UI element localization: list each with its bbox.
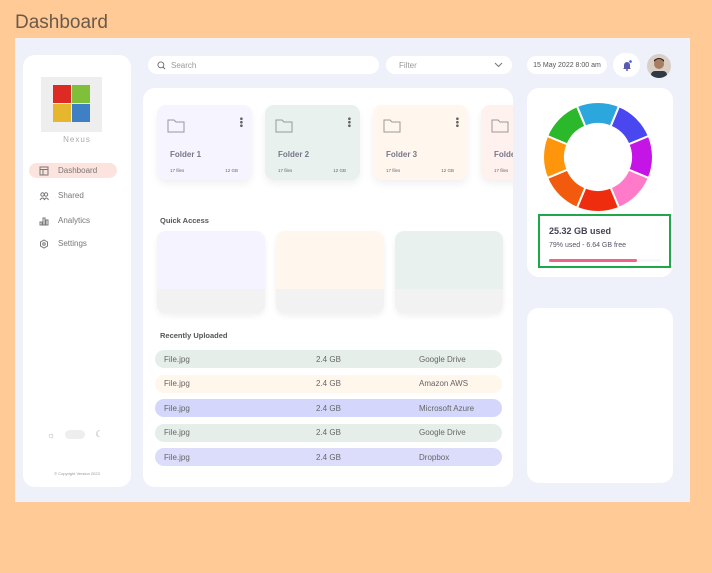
- quick-access-item[interactable]: [157, 231, 265, 313]
- search-placeholder: Search: [171, 60, 197, 70]
- main-panel: ••• Folder 1 17 files 12 GB ••• Folder 2…: [143, 88, 513, 487]
- folder-card[interactable]: ••• Folder 1 17 files 12 GB: [157, 105, 252, 180]
- file-source: Google Drive: [419, 354, 466, 364]
- recent-title: Recently Uploaded: [160, 331, 228, 340]
- moon-icon[interactable]: ☾: [95, 429, 104, 439]
- file-source: Dropbox: [419, 452, 450, 462]
- quick-access-item[interactable]: [395, 231, 503, 313]
- file-name: File.jpg: [164, 379, 190, 388]
- more-options-icon[interactable]: •••: [235, 117, 246, 128]
- folder-size: 12 GB: [333, 168, 346, 173]
- storage-detail: 79% used - 6.64 GB free: [549, 242, 627, 249]
- table-row[interactable]: File.jpg 2.4 GB Amazon AWS: [155, 374, 502, 393]
- file-name: File.jpg: [164, 452, 190, 462]
- table-row[interactable]: File.jpg 2.4 GB Google Drive: [155, 350, 502, 368]
- file-name: File.jpg: [164, 403, 190, 413]
- folder-files: 17 files: [278, 168, 293, 173]
- folder-icon: [383, 119, 401, 133]
- sidebar-item-label: Settings: [58, 239, 87, 248]
- filter-dropdown[interactable]: Filter: [386, 56, 512, 74]
- table-row[interactable]: File.jpg 2.4 GB Google Drive: [155, 423, 502, 442]
- storage-donut: [542, 101, 654, 213]
- bar-chart-icon: [39, 217, 49, 225]
- page-title: Dashboard: [15, 12, 108, 33]
- sidebar-item-analytics[interactable]: Analytics: [29, 213, 117, 228]
- sidebar-item-shared[interactable]: Shared: [29, 188, 117, 203]
- folder-name: Folder 2: [278, 150, 310, 159]
- users-icon: [39, 191, 49, 200]
- folder-name: Folder 1: [170, 150, 202, 159]
- file-size: 2.4 GB: [316, 452, 341, 462]
- sidebar-item-label: Shared: [58, 191, 84, 200]
- file-source: Amazon AWS: [419, 379, 469, 388]
- file-source: Google Drive: [419, 428, 466, 437]
- bell-icon: [622, 59, 632, 71]
- storage-card: [527, 88, 673, 277]
- more-options-icon[interactable]: •••: [451, 117, 462, 128]
- more-options-icon[interactable]: •••: [343, 117, 354, 128]
- folder-icon: [167, 119, 185, 133]
- sidebar-item-label: Analytics: [58, 216, 91, 225]
- folder-card[interactable]: ••• Folder 2 17 files 12 GB: [265, 105, 360, 180]
- datetime: 15 May 2022 8:00 am: [527, 56, 607, 74]
- folder-size: 12 GB: [225, 168, 238, 173]
- avatar[interactable]: [647, 54, 671, 78]
- layout-icon: [39, 166, 49, 175]
- folder-name: Folder 3: [386, 150, 418, 159]
- sidebar-item-label: Dashboard: [58, 166, 98, 175]
- folder-files: 17 files: [494, 168, 509, 173]
- sidebar-item-dashboard[interactable]: Dashboard: [29, 163, 117, 178]
- sidebar-item-settings[interactable]: Settings: [29, 236, 117, 251]
- file-size: 2.4 GB: [316, 354, 341, 364]
- folder-files: 17 files: [170, 168, 185, 173]
- folder-size: 12 GB: [441, 168, 454, 173]
- sidebar: Nexus Dashboard Shared Analytics Settings ☼…: [23, 55, 131, 487]
- sun-icon[interactable]: ☼: [47, 429, 56, 440]
- theme-toggle[interactable]: [65, 430, 86, 439]
- chevron-down-icon: [494, 62, 503, 68]
- file-size: 2.4 GB: [316, 403, 341, 413]
- filter-label: Filter: [399, 60, 417, 70]
- file-size: 2.4 GB: [316, 428, 341, 437]
- file-size: 2.4 GB: [316, 379, 341, 388]
- folder-card[interactable]: ••• Folder 3 17 files 12 GB: [373, 105, 468, 180]
- file-source: Microsoft Azure: [419, 403, 475, 413]
- theme-switch: ☼ ☾: [47, 429, 103, 440]
- copyright: © Copyright Version 2023: [54, 471, 100, 476]
- folder-files: 17 files: [386, 168, 401, 173]
- folder-card[interactable]: ••• Folder 17 files 12 GB: [481, 105, 513, 180]
- logo: [41, 77, 102, 132]
- file-name: File.jpg: [164, 354, 190, 364]
- brand-name: Nexus: [63, 135, 91, 144]
- file-name: File.jpg: [164, 428, 190, 437]
- empty-card: [527, 308, 673, 483]
- quick-access-title: Quick Access: [160, 216, 209, 225]
- quick-access-item[interactable]: [276, 231, 384, 313]
- gear-icon: [40, 238, 48, 249]
- storage-usage: 25.32 GB used 79% used - 6.64 GB free: [538, 214, 671, 268]
- search-input[interactable]: Search: [148, 56, 379, 74]
- donut-segment: [545, 104, 587, 146]
- folder-icon: [491, 119, 509, 133]
- notifications-button[interactable]: [613, 53, 640, 77]
- folder-icon: [275, 119, 293, 133]
- storage-progress: [549, 259, 661, 262]
- storage-used: 25.32 GB used: [549, 226, 612, 236]
- folder-name: Folder: [494, 150, 513, 159]
- table-row[interactable]: File.jpg 2.4 GB Microsoft Azure: [155, 399, 502, 417]
- search-icon: [157, 60, 166, 69]
- table-row[interactable]: File.jpg 2.4 GB Dropbox: [155, 448, 502, 466]
